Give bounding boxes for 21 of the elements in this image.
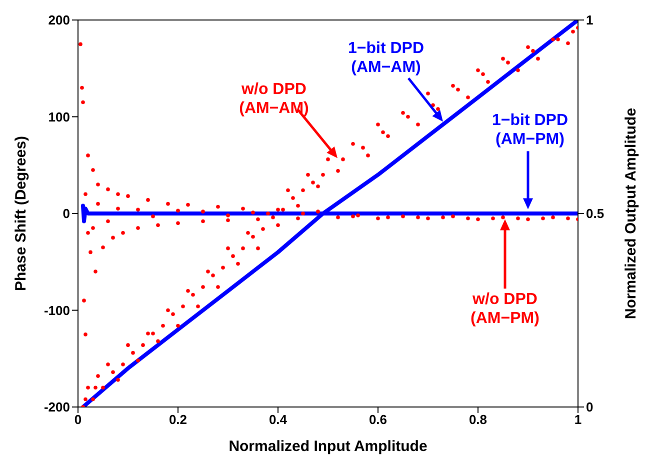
y-tick-label: 100 [48, 109, 70, 124]
x-tick-label: 1 [574, 412, 582, 428]
y-axis-title: Phase Shift (Degrees) [12, 136, 30, 292]
y-tick-label: 200 [48, 12, 70, 28]
y-tick-label: -200 [44, 400, 70, 415]
x-tick-label: 0.2 [168, 412, 188, 428]
x-axis-title: Normalized Input Amplitude [228, 438, 428, 455]
annotation: w/o DPD (AM−PM) [470, 290, 540, 327]
y2-axis-title: Normalized Output Amplitude [622, 108, 640, 320]
y-tick-label: -100 [44, 302, 70, 318]
annotation: 1−bit DPD (AM−AM) [348, 40, 424, 76]
annotation: 1−bit DPD (AM−PM) [492, 112, 568, 148]
x-tick-label: 0.6 [368, 412, 388, 428]
annotation: w/o DPD (AM−AM) [239, 81, 309, 118]
y2-tick-label: 1 [586, 12, 594, 28]
y2-tick-label: 0 [586, 400, 594, 415]
x-tick-label: 0.8 [468, 412, 488, 428]
y-tick-label: 0 [62, 206, 70, 222]
x-tick-label: 0 [74, 412, 82, 428]
x-tick-label: 0.4 [268, 412, 288, 428]
y2-tick-label: 0.5 [586, 206, 604, 222]
